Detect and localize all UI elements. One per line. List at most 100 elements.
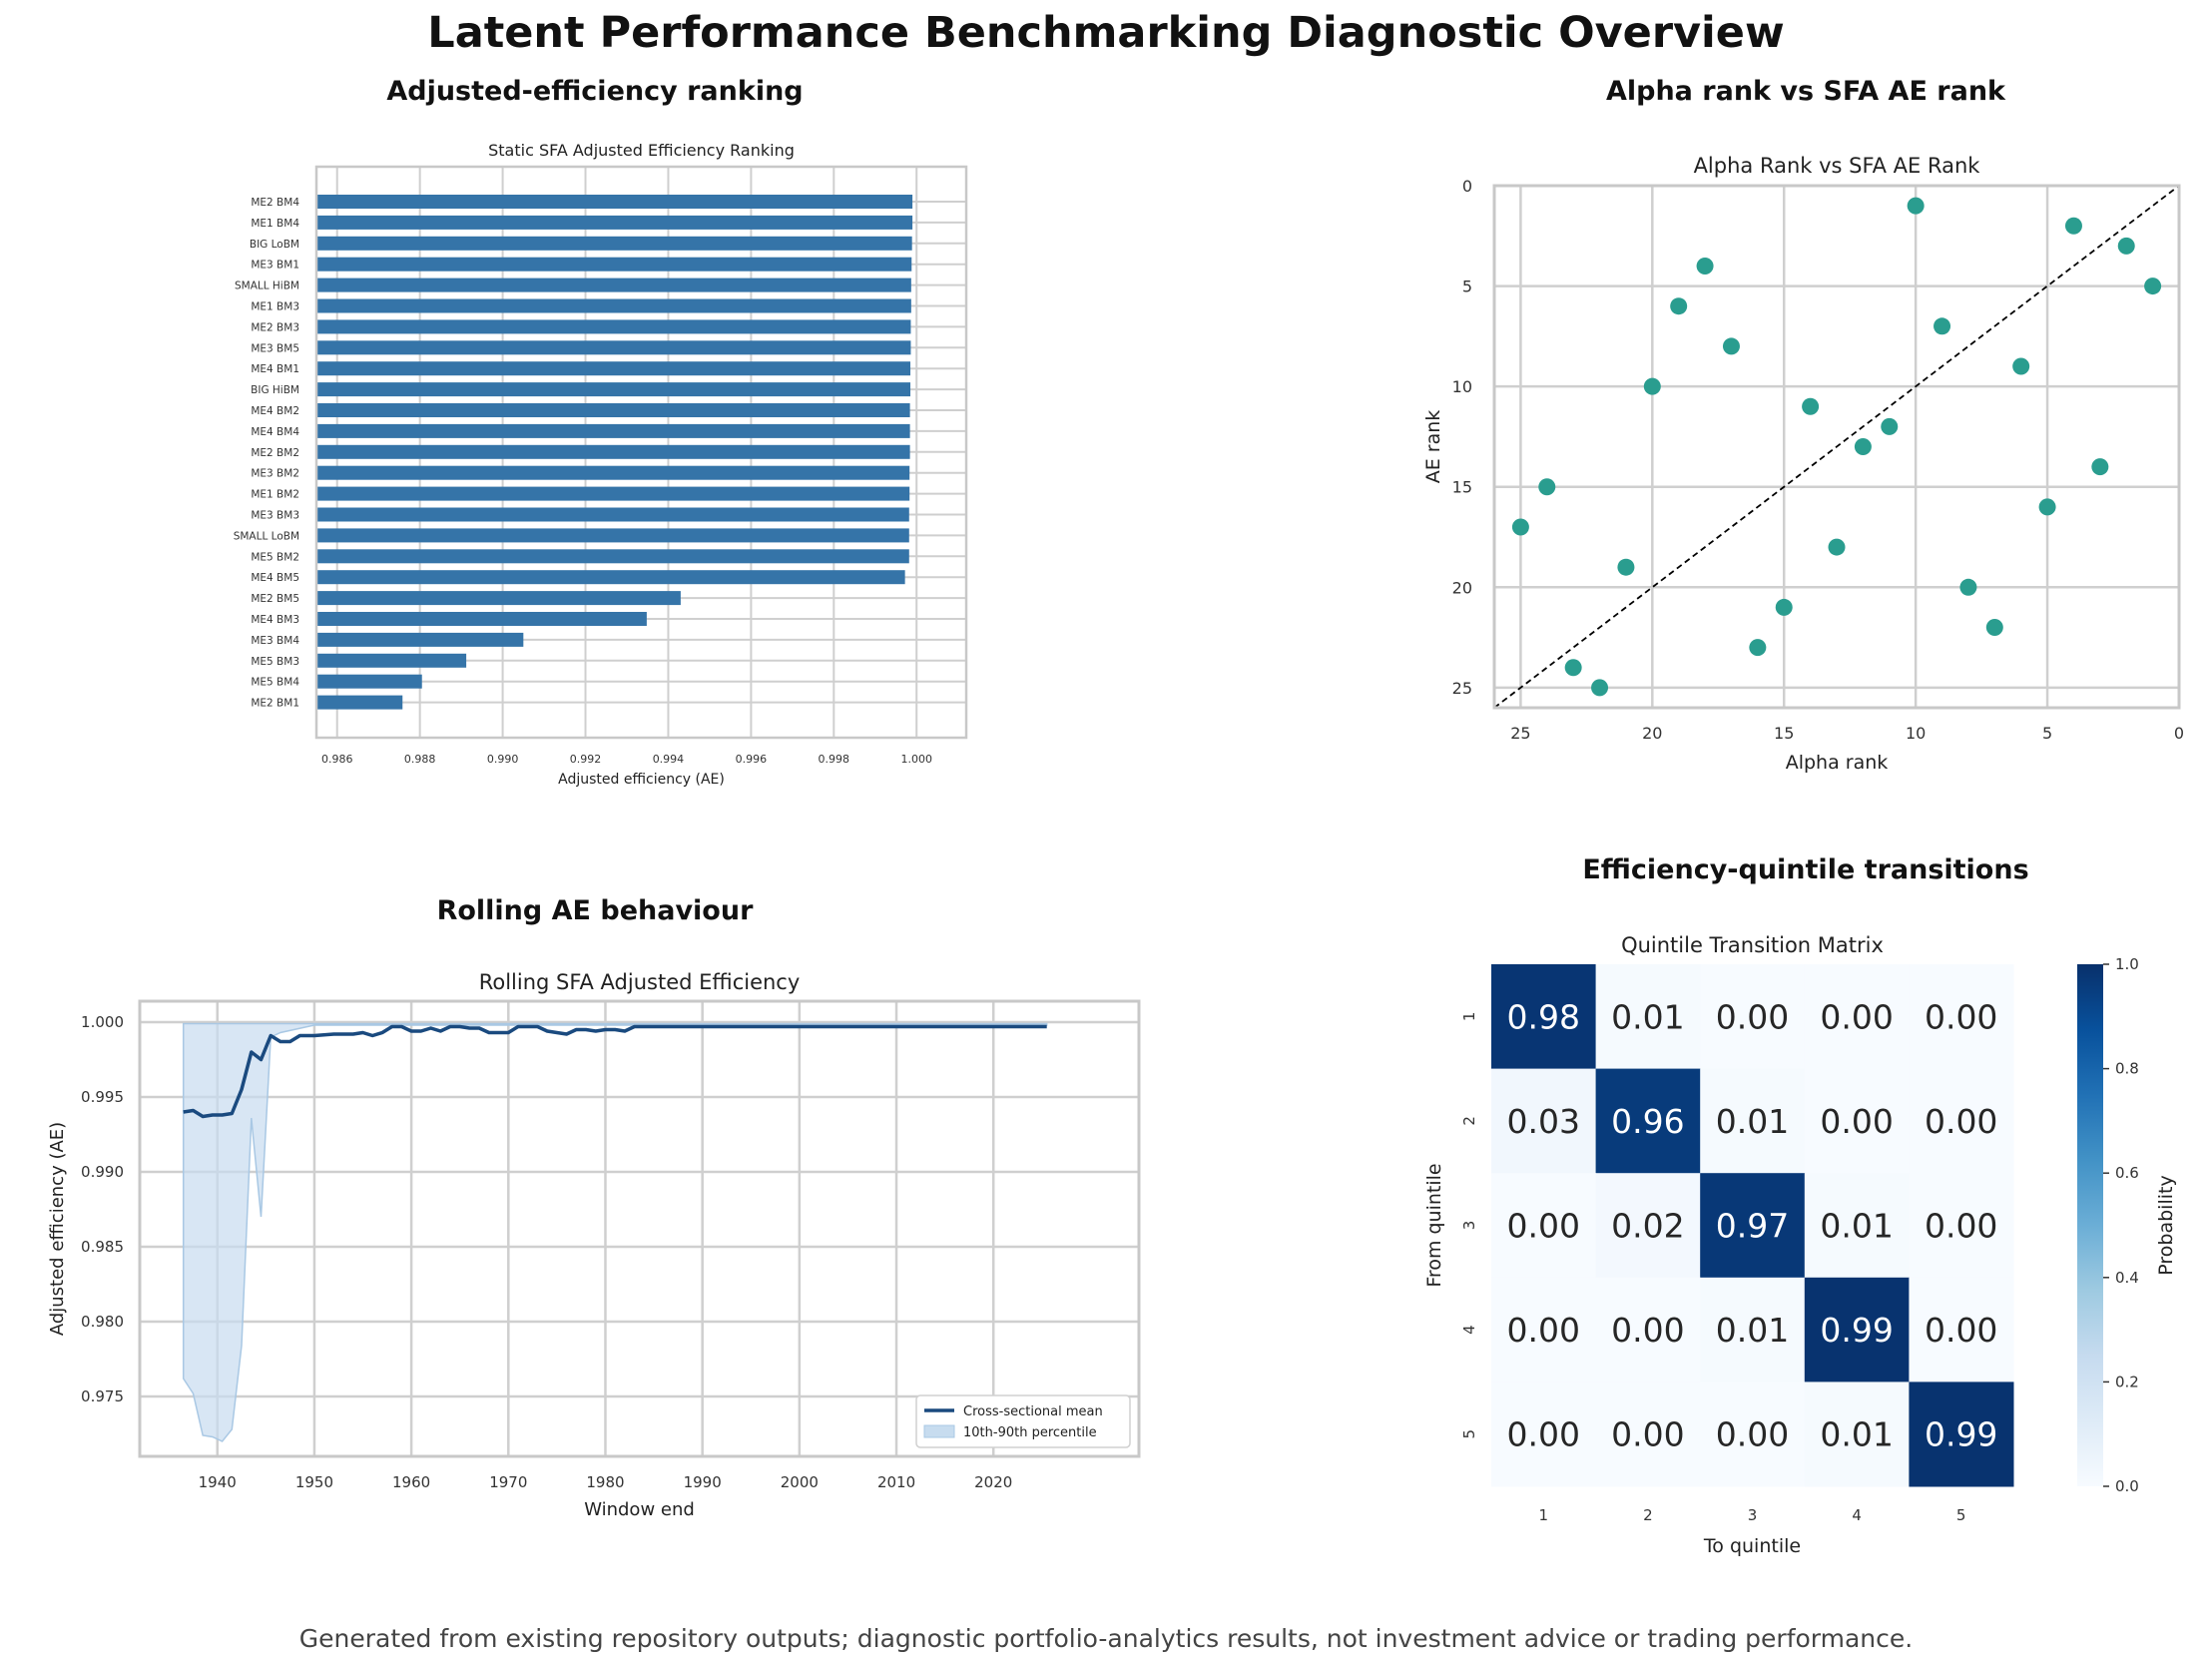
y-tick-label: 15 xyxy=(1452,478,1472,497)
colorbar-tick-label: 0.4 xyxy=(2115,1269,2139,1287)
y-tick-label: 4 xyxy=(1460,1325,1478,1335)
x-tick-label: 1940 xyxy=(199,1473,237,1491)
heatmap-cell xyxy=(1804,1068,1910,1174)
bar xyxy=(316,236,912,251)
heatmap-cell xyxy=(1595,1277,1701,1383)
y-tick-label: 0.985 xyxy=(81,1238,124,1256)
ae-ranking-chart: 0.986 0.988 0.990 0.992 0.994 0.996 0.998 1.000… xyxy=(234,141,968,788)
y-tick-label: ME1 BM4 xyxy=(251,218,299,230)
heatmap-cell-label: 0.03 xyxy=(1507,1102,1580,1141)
reference-diagonal-line xyxy=(1493,185,2180,709)
scatter-point xyxy=(1538,478,1556,496)
x-tick-label: 1970 xyxy=(489,1473,527,1491)
y-tick-label: ME4 BM5 xyxy=(251,572,299,584)
page-title: Latent Performance Benchmarking Diagnost… xyxy=(427,8,1785,58)
bar xyxy=(316,486,910,501)
panel-title-transitions: Efficiency-quintile transitions xyxy=(1582,854,2028,885)
y-tick-label: 10 xyxy=(1452,377,1472,396)
x-tick-label: 5 xyxy=(1956,1506,1966,1524)
scatter-point xyxy=(1722,337,1740,355)
y-tick-label: SMALL LoBM xyxy=(234,530,299,542)
heatmap-cell-label: 0.99 xyxy=(1820,1311,1893,1350)
x-tick-label: 2000 xyxy=(781,1473,819,1491)
heatmap-cell xyxy=(1804,1173,1910,1279)
y-axis-label: Adjusted efficiency (AE) xyxy=(47,1122,68,1336)
x-tick-label: 0.986 xyxy=(321,753,353,766)
heatmap-cell xyxy=(1700,1173,1806,1279)
heatmap-cell xyxy=(1700,1068,1806,1174)
heatmap-cell xyxy=(1804,1277,1910,1383)
scatter-point xyxy=(2091,458,2109,476)
scatter-point xyxy=(2144,277,2162,295)
scatter-point xyxy=(2038,498,2056,516)
plot-frame xyxy=(138,999,1141,1458)
bar xyxy=(316,361,911,376)
heatmap-cell xyxy=(1491,964,1597,1070)
x-tick-label: 2 xyxy=(1643,1506,1653,1524)
panel-title-alpha-vs-ae: Alpha rank vs SFA AE rank xyxy=(1606,76,2006,107)
heatmap-cell xyxy=(1700,1382,1806,1487)
panel-title-rolling: Rolling AE behaviour xyxy=(437,895,754,926)
heatmap-cell-label: 0.96 xyxy=(1611,1102,1684,1141)
x-tick-label: 1.000 xyxy=(900,753,932,766)
heatmap-cell-label: 0.00 xyxy=(1611,1415,1684,1454)
y-tick-label: ME5 BM2 xyxy=(251,551,299,563)
heatmap-cell-label: 0.98 xyxy=(1507,997,1580,1036)
heatmap-cell xyxy=(1700,1277,1806,1383)
bar xyxy=(316,528,909,543)
alpha-ae-scatter-chart: 25 20 15 10 5 0 0 5 10 15 20 25 Alpha Rank vs SFA AE… xyxy=(1422,154,2184,774)
y-tick-label: ME5 BM4 xyxy=(251,677,299,689)
heatmap-cell-label: 0.00 xyxy=(1820,1102,1893,1141)
bar xyxy=(316,319,911,334)
bar xyxy=(316,549,909,564)
y-tick-label: ME4 BM3 xyxy=(251,614,299,626)
heatmap-cell-label: 0.01 xyxy=(1716,1311,1789,1350)
heatmap-cell-label: 0.00 xyxy=(1507,1207,1580,1246)
x-tick-label: 0.994 xyxy=(653,753,685,766)
chart-title: Rolling SFA Adjusted Efficiency xyxy=(479,970,801,994)
mean-line xyxy=(183,1024,1047,1119)
x-axis-label: To quintile xyxy=(1703,1535,1801,1557)
x-axis-label: Window end xyxy=(584,1499,695,1520)
x-tick-label: 0.990 xyxy=(487,753,519,766)
scatter-point xyxy=(2064,217,2082,235)
colorbar-tick-label: 0.6 xyxy=(2115,1164,2139,1182)
x-tick-label: 1980 xyxy=(586,1473,624,1491)
scatter-point xyxy=(1643,377,1661,395)
scatter-point xyxy=(2117,237,2135,255)
y-tick-label: 25 xyxy=(1452,679,1472,698)
y-tick-label: ME2 BM3 xyxy=(251,321,299,333)
heatmap-cell xyxy=(1491,1277,1597,1383)
y-tick-label: ME1 BM3 xyxy=(251,301,299,313)
plot-frame xyxy=(1492,184,2181,710)
x-tick-label: 4 xyxy=(1852,1506,1862,1524)
plot-frame xyxy=(314,165,968,740)
bar xyxy=(316,277,911,292)
heatmap-cell-label: 0.00 xyxy=(1820,997,1893,1036)
y-tick-label: SMALL HiBM xyxy=(235,280,299,292)
x-axis-label: Alpha rank xyxy=(1786,752,1889,774)
y-tick-label: 0.990 xyxy=(81,1163,124,1181)
heatmap-cell xyxy=(1909,964,2014,1070)
heatmap-cell-label: 0.00 xyxy=(1925,997,1997,1036)
x-axis-label: Adjusted efficiency (AE) xyxy=(558,772,725,788)
bar xyxy=(316,612,647,626)
heatmap-cell-label: 0.00 xyxy=(1925,1207,1997,1246)
y-tick-label: ME3 BM3 xyxy=(251,510,299,522)
heatmap-cell xyxy=(1909,1382,2014,1487)
heatmap-cell xyxy=(1804,1382,1910,1487)
x-tick-label: 25 xyxy=(1510,724,1530,743)
y-tick-label: 2 xyxy=(1460,1116,1478,1126)
y-tick-label: BIG LoBM xyxy=(250,239,299,251)
heatmap-cell xyxy=(1491,1173,1597,1279)
y-tick-label: ME2 BM2 xyxy=(251,447,299,459)
scatter-point xyxy=(2012,357,2030,375)
y-tick-label: 1 xyxy=(1460,1012,1478,1022)
scatter-point xyxy=(1934,317,1951,335)
bar xyxy=(316,298,911,313)
x-tick-label: 3 xyxy=(1748,1506,1758,1524)
bar xyxy=(316,423,910,438)
heatmap-cell-label: 0.99 xyxy=(1925,1415,1997,1454)
y-tick-label: ME2 BM4 xyxy=(251,197,299,209)
transition-heatmap-chart: 0.98 0.01 0.00 0.00 0.000.03 0.96 0.01 0.00 0.00… xyxy=(1423,933,2177,1557)
